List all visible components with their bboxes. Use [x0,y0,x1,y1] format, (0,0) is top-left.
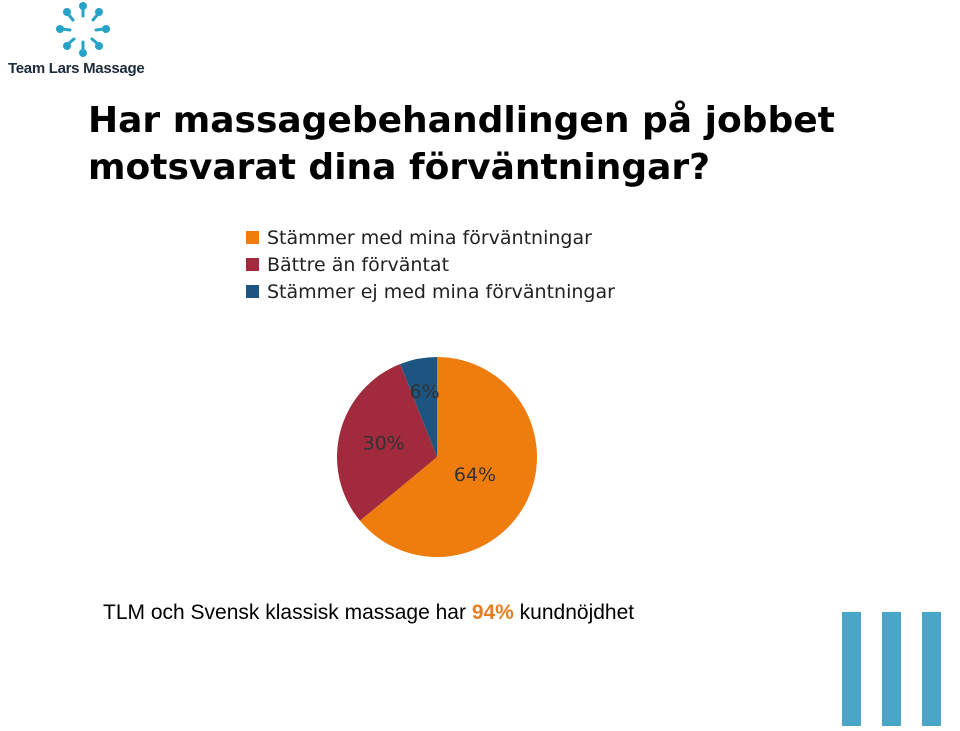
footer-highlight: 94% [471,601,514,624]
footer-text: TLM och Svensk klassisk massage har 94% … [103,601,634,625]
page-title: Har massagebehandlingen på jobbet motsva… [88,100,835,188]
legend-label: Bättre än förväntat [267,253,450,276]
legend-swatch [246,231,259,244]
pie-data-label: 6% [410,381,440,403]
logo-text: Team Lars Massage [8,60,145,77]
pie-data-label: 30% [363,432,405,454]
legend-swatch [246,258,259,271]
footer-prefix: TLM och Svensk klassisk massage har [103,601,472,624]
legend-label: Stämmer med mina förväntningar [267,226,592,249]
legend-item: Stämmer ej med mina förväntningar [246,278,615,305]
legend-item: Bättre än förväntat [246,251,615,278]
team-circle-people-icon [56,2,110,57]
three-vertical-bars-icon [840,612,958,726]
chart-legend: Stämmer med mina förväntningar Bättre än… [246,224,615,305]
pie-slice [359,357,537,557]
footer-suffix: kundnöjdhet [513,601,635,624]
legend-label: Stämmer ej med mina förväntningar [267,280,615,303]
decor-bar [922,612,941,726]
pie-chart: 64% 30% 6% [337,357,537,557]
legend-item: Stämmer med mina förväntningar [246,224,615,251]
pie-slice [400,357,437,457]
decor-bar [842,612,861,726]
company-logo: Team Lars Massage [4,2,164,82]
legend-swatch [246,285,259,298]
pie-slice [337,364,437,521]
pie-data-label: 64% [454,464,496,486]
decor-bar [882,612,901,726]
